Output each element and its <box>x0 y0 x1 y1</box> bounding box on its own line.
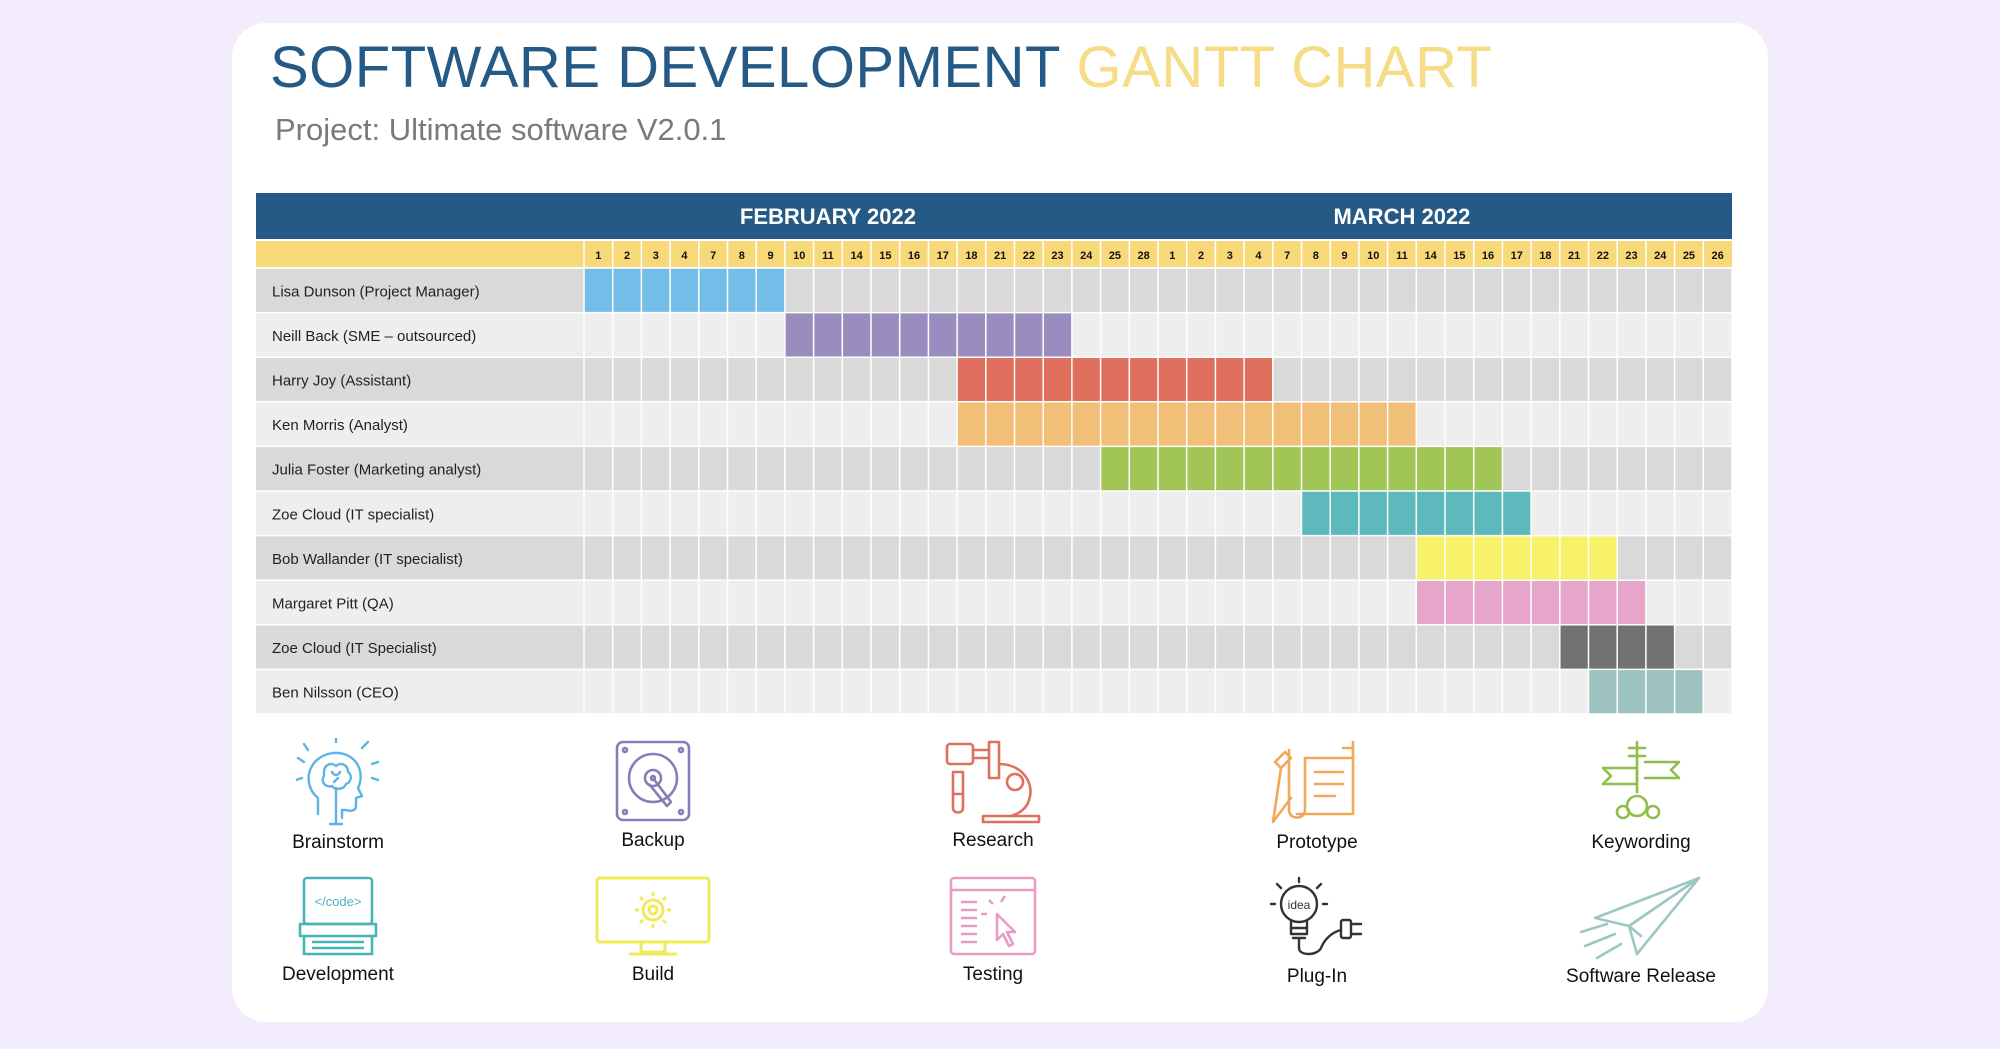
day-tick-label: 2 <box>624 250 630 262</box>
month-label: MARCH 2022 <box>1333 204 1470 229</box>
day-tick-label: 14 <box>1425 250 1438 262</box>
title-accent: GANTT CHART <box>1076 35 1493 100</box>
task-bar <box>1416 535 1618 581</box>
day-tick-label: 26 <box>1712 250 1724 262</box>
day-tick-label: 15 <box>1453 250 1465 262</box>
legend-item-keywording: Keywording <box>1521 738 1761 854</box>
day-tick-label: 9 <box>767 250 773 262</box>
brain-head-icon <box>296 738 380 826</box>
legend-item-brainstorm: Brainstorm <box>218 738 458 854</box>
task-name: Margaret Pitt (QA) <box>272 596 394 613</box>
day-tick-label: 1 <box>595 250 601 262</box>
day-tick-label: 8 <box>1313 250 1319 262</box>
legend-label-brainstorm: Brainstorm <box>292 832 384 853</box>
day-tick-label: 1 <box>1169 250 1175 262</box>
day-tick-label: 8 <box>739 250 745 262</box>
task-name: Neill Back (SME – outsourced) <box>272 328 476 345</box>
legend-item-plug-in: idea Plug-In <box>1197 874 1437 988</box>
legend-label-prototype: Prototype <box>1276 832 1358 853</box>
day-tick-label: 14 <box>851 250 864 262</box>
day-tick-label: 15 <box>879 250 891 262</box>
task-row <box>256 669 1732 714</box>
task-bar <box>584 268 785 313</box>
day-tick-label: 16 <box>1482 250 1494 262</box>
task-row <box>256 624 1732 670</box>
month-header-bar <box>256 193 1732 239</box>
day-tick-label: 2 <box>1198 250 1204 262</box>
title-main: SOFTWARE DEVELOPMENT <box>270 35 1060 100</box>
legend-item-research: Research <box>873 738 1113 852</box>
task-name: Zoe Cloud (IT specialist) <box>272 506 434 523</box>
browser-cursor-icon <box>949 876 1037 956</box>
day-tick-label: 7 <box>1284 250 1290 262</box>
idea-bulb-plug-icon: idea <box>1269 876 1363 956</box>
day-tick-label: 24 <box>1654 250 1667 262</box>
task-name: Ken Morris (Analyst) <box>272 417 408 434</box>
legend-item-build: Build <box>533 874 773 986</box>
day-tick-label: 11 <box>822 250 834 262</box>
day-tick-label: 17 <box>1511 250 1523 262</box>
day-tick-label: 4 <box>1255 250 1262 262</box>
day-tick-label: 25 <box>1109 250 1121 262</box>
task-name: Harry Joy (Assistant) <box>272 373 411 390</box>
day-tick-label: 3 <box>1227 250 1233 262</box>
code-laptop-icon: </code> <box>298 876 378 956</box>
legend-label-plug-in: Plug-In <box>1286 966 1348 987</box>
legend-label-build: Build <box>631 964 675 985</box>
paper-plane-icon <box>1579 876 1701 960</box>
day-tick-label: 22 <box>1023 250 1035 262</box>
task-name: Julia Foster (Marketing analyst) <box>272 462 481 479</box>
task-name: Ben Nilsson (CEO) <box>272 685 399 702</box>
legend-label-keywording: Keywording <box>1591 832 1691 853</box>
day-tick-label: 21 <box>1568 250 1580 262</box>
task-name: Bob Wallander (IT specialist) <box>272 551 463 568</box>
task-name: Lisa Dunson (Project Manager) <box>272 283 480 300</box>
task-row <box>256 268 1732 313</box>
month-label: FEBRUARY 2022 <box>740 204 916 229</box>
day-tick-label: 9 <box>1341 250 1347 262</box>
day-tick-label: 23 <box>1625 250 1637 262</box>
day-tick-label: 11 <box>1396 250 1408 262</box>
legend-label-software-release: Software Release <box>1566 966 1716 987</box>
day-tick-label: 17 <box>937 250 949 262</box>
task-bar <box>957 357 1273 402</box>
day-tick-label: 25 <box>1683 250 1695 262</box>
day-tick-label: 18 <box>965 250 977 262</box>
day-tick-label: 10 <box>1367 250 1379 262</box>
day-tick-label: 28 <box>1138 250 1150 262</box>
day-tick-label: 7 <box>710 250 716 262</box>
legend-item-software-release: Software Release <box>1521 874 1761 988</box>
day-tick-label: 3 <box>653 250 659 262</box>
task-name: Zoe Cloud (IT Specialist) <box>272 640 437 657</box>
legend-item-backup: Backup <box>533 738 773 852</box>
day-tick-label: 10 <box>793 250 805 262</box>
microscope-icon <box>945 740 1041 824</box>
key-flag-icon <box>1601 740 1681 820</box>
legend-label-testing: Testing <box>962 964 1024 985</box>
legend-label-development: Development <box>282 964 394 985</box>
blueprint-pencil-icon <box>1271 740 1355 824</box>
idea-text: idea <box>1288 898 1311 912</box>
day-tick-label: 21 <box>994 250 1006 262</box>
day-tick-label: 18 <box>1539 250 1551 262</box>
legend-label-research: Research <box>952 830 1034 851</box>
legend-label-backup: Backup <box>621 830 685 851</box>
day-tick-label: 22 <box>1597 250 1609 262</box>
project-subtitle: Project: Ultimate software V2.0.1 <box>275 112 727 147</box>
hard-drive-icon <box>615 740 691 822</box>
day-tick-label: 4 <box>681 250 688 262</box>
day-tick-label: 24 <box>1080 250 1093 262</box>
legend-item-testing: Testing <box>873 874 1113 986</box>
page-title: SOFTWARE DEVELOPMENT GANTT CHART <box>270 30 1492 106</box>
legend-item-prototype: Prototype <box>1197 738 1437 854</box>
legend-item-development: </code> Development <box>218 874 458 986</box>
monitor-gear-icon <box>595 876 711 956</box>
day-tick-label: 23 <box>1051 250 1063 262</box>
day-header-bar <box>256 241 1732 267</box>
day-tick-label: 16 <box>908 250 920 262</box>
code-text: </code> <box>315 894 362 909</box>
